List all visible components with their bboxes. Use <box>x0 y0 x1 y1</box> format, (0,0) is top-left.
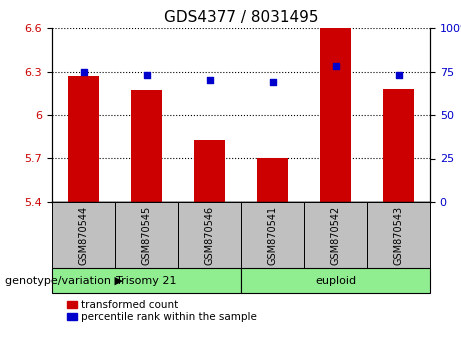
Point <box>143 72 150 78</box>
Point <box>269 79 276 85</box>
Point <box>395 72 402 78</box>
Bar <box>383 89 414 202</box>
Text: Trisomy 21: Trisomy 21 <box>116 275 177 285</box>
Point <box>80 69 87 74</box>
Text: GSM870541: GSM870541 <box>267 205 278 264</box>
Bar <box>178 202 241 268</box>
Bar <box>52 268 241 293</box>
Bar <box>241 268 430 293</box>
Bar <box>304 202 367 268</box>
Bar <box>131 90 162 202</box>
Point <box>332 63 339 69</box>
Text: GSM870542: GSM870542 <box>331 205 341 265</box>
Text: genotype/variation ▶: genotype/variation ▶ <box>5 275 123 285</box>
Text: euploid: euploid <box>315 275 356 285</box>
Legend: transformed count, percentile rank within the sample: transformed count, percentile rank withi… <box>67 300 257 322</box>
Text: GSM870543: GSM870543 <box>394 205 403 264</box>
Bar <box>241 202 304 268</box>
Bar <box>320 28 351 202</box>
Bar <box>68 76 99 202</box>
Bar <box>115 202 178 268</box>
Bar <box>367 202 430 268</box>
Text: GSM870544: GSM870544 <box>78 205 89 264</box>
Text: GSM870546: GSM870546 <box>205 205 214 264</box>
Bar <box>194 139 225 202</box>
Point <box>206 78 213 83</box>
Title: GDS4377 / 8031495: GDS4377 / 8031495 <box>164 11 318 25</box>
Bar <box>257 159 288 202</box>
Bar <box>52 202 115 268</box>
Text: GSM870545: GSM870545 <box>142 205 152 265</box>
